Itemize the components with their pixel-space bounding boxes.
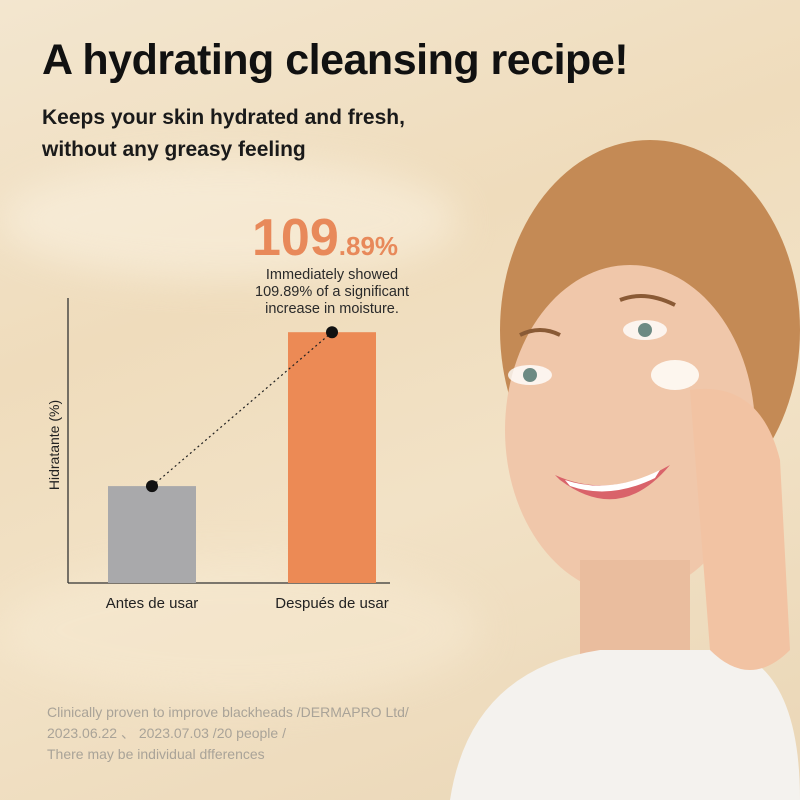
footnote-line: Clinically proven to improve blackheads … <box>47 704 409 720</box>
note-line: increase in moisture. <box>265 301 399 317</box>
highlight-decimal: .89% <box>338 231 399 261</box>
bar <box>288 332 376 583</box>
data-point <box>146 480 158 493</box>
highlight-integer: 109 <box>252 209 339 267</box>
data-point <box>326 326 338 339</box>
headline: A hydrating cleansing recipe! <box>42 36 629 84</box>
model-photo <box>450 140 800 800</box>
subheadline: Keeps your skin hydrated and fresh, with… <box>42 102 462 166</box>
note-line: Immediately showed <box>265 267 399 283</box>
y-axis-label: Hidratante (%) <box>46 400 62 490</box>
highlight-note: Immediately showed 109.89% of a signific… <box>234 267 430 318</box>
note-line: 109.89% of a significant <box>255 284 409 300</box>
footnote: Clinically proven to improve blackheads … <box>47 702 487 765</box>
background-swirl <box>0 160 460 280</box>
subheadline-line: Keeps your skin hydrated and fresh, <box>42 106 405 129</box>
x-tick-label: Después de usar <box>275 595 388 612</box>
footnote-line: 2023.06.22 、 2023.07.03 /20 people / <box>47 725 286 741</box>
x-tick-label: Antes de usar <box>106 595 199 612</box>
footnote-line: There may be individual dfferences <box>47 746 265 762</box>
bar <box>108 486 196 583</box>
highlight-value: 109.89% <box>252 208 398 268</box>
subheadline-line: without any greasy feeling <box>42 138 306 161</box>
